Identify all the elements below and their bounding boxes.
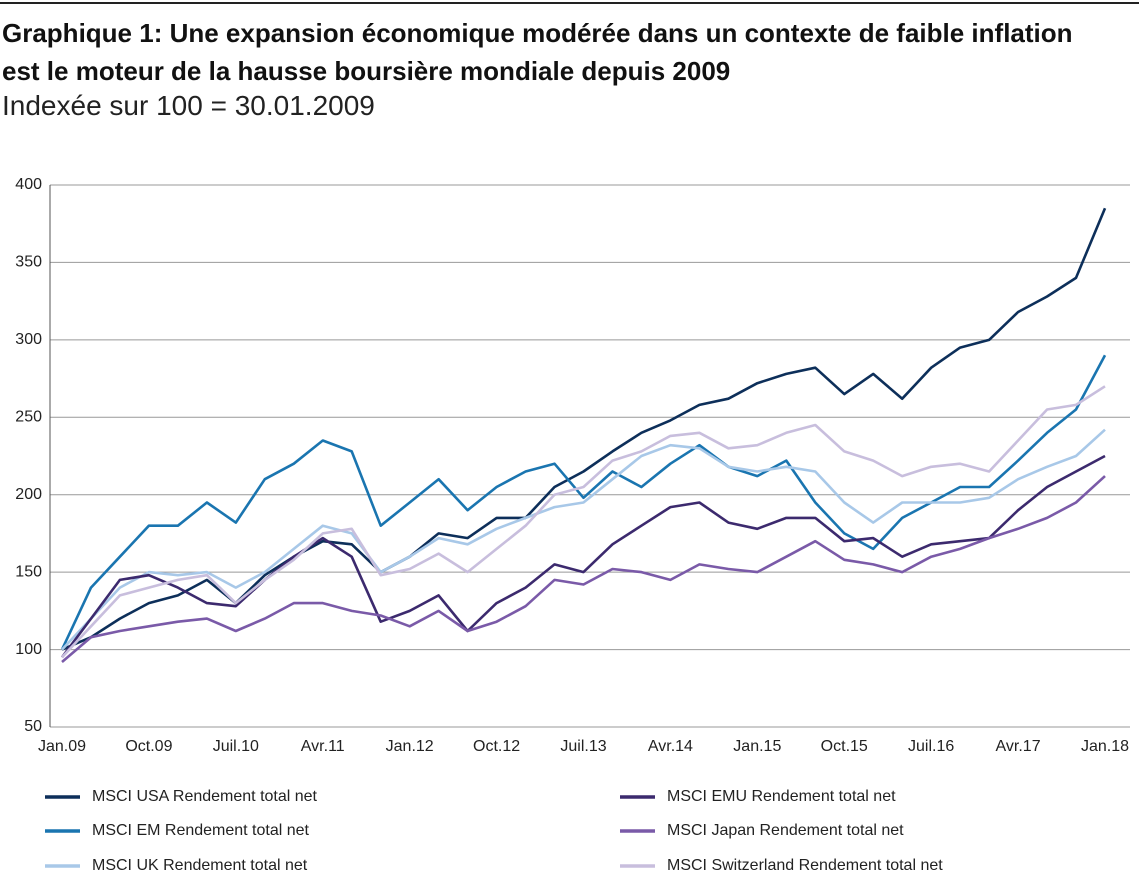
chart-subtitle: Indexée sur 100 = 30.01.2009 (2, 90, 375, 121)
x-tick-label: Oct.15 (821, 738, 868, 755)
x-tick-label: Oct.09 (125, 738, 172, 755)
legend-label: MSCI Japan Rendement total net (667, 822, 904, 839)
series-line (61, 428, 1106, 651)
x-tick-label: Juil.13 (560, 738, 606, 755)
series-line (61, 475, 1106, 663)
legend-label: MSCI Switzerland Rendement total net (667, 857, 943, 874)
y-tick-label: 350 (15, 254, 42, 271)
x-tick-label: Avr.17 (996, 738, 1041, 755)
x-tick-label: Jan.15 (733, 738, 781, 755)
x-tick-label: Oct.12 (473, 738, 520, 755)
x-tick-label: Jan.09 (38, 738, 86, 755)
top-rule (0, 2, 1139, 4)
legend-label: MSCI EM Rendement total net (92, 822, 310, 839)
x-tick-label: Juil.16 (908, 738, 954, 755)
x-tick-label: Jan.18 (1081, 738, 1129, 755)
y-tick-label: 150 (15, 563, 42, 580)
series-line (61, 385, 1106, 659)
chart-title: Graphique 1: Une expansion économique mo… (2, 18, 1073, 86)
y-tick-label: 250 (15, 409, 42, 426)
y-tick-label: 200 (15, 486, 42, 503)
legend-label: MSCI UK Rendement total net (92, 857, 308, 874)
x-tick-label: Juil.10 (213, 738, 259, 755)
x-tick-label: Jan.12 (386, 738, 434, 755)
x-tick-label: Avr.11 (301, 738, 345, 755)
legend-label: MSCI USA Rendement total net (92, 788, 318, 805)
x-tick-label: Avr.14 (648, 738, 693, 755)
legend-label: MSCI EMU Rendement total net (667, 788, 896, 805)
y-tick-label: 100 (15, 641, 42, 658)
series-line (60, 454, 1106, 659)
y-tick-label: 300 (15, 331, 42, 348)
y-tick-label: 50 (24, 718, 42, 735)
y-tick-label: 400 (15, 176, 42, 193)
